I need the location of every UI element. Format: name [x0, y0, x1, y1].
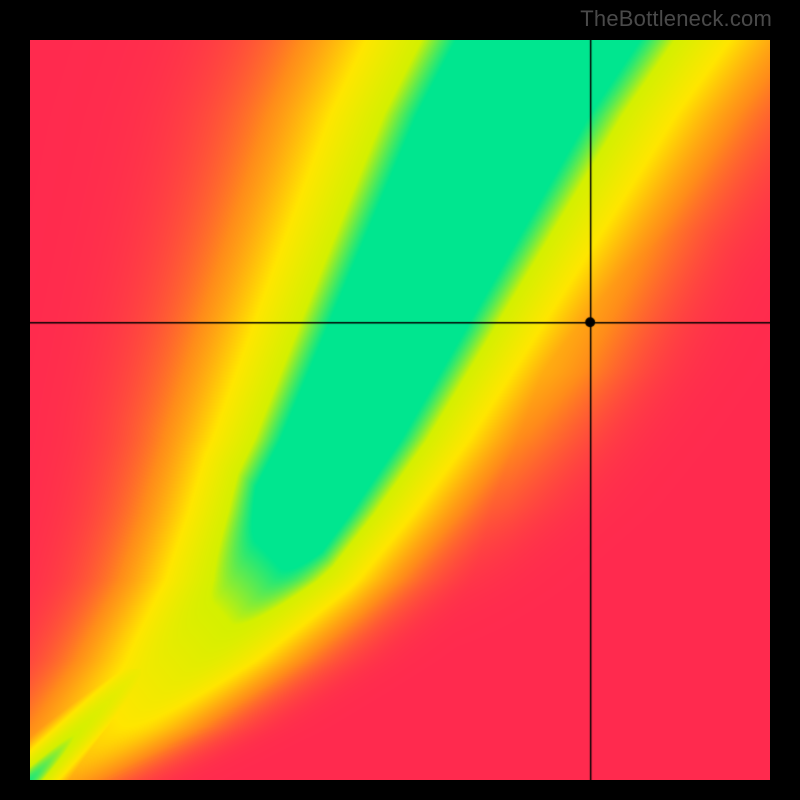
- watermark-text: TheBottleneck.com: [580, 6, 772, 32]
- chart-container: TheBottleneck.com: [0, 0, 800, 800]
- bottleneck-heatmap: [30, 40, 770, 780]
